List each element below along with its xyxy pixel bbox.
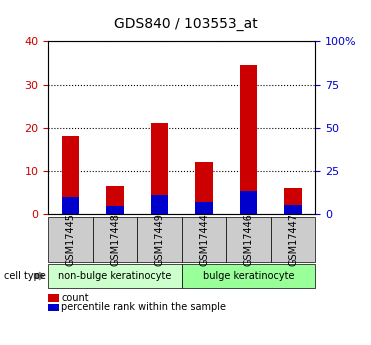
Text: GSM17445: GSM17445 (66, 213, 75, 266)
Bar (284, 188, 302, 214)
Bar (106, 186, 124, 214)
Text: GSM17447: GSM17447 (288, 213, 298, 266)
Bar (284, 205, 302, 214)
Text: GDS840 / 103553_at: GDS840 / 103553_at (114, 17, 257, 31)
Text: cell type: cell type (4, 271, 46, 281)
Text: GSM17448: GSM17448 (110, 213, 120, 266)
Bar (106, 206, 124, 214)
Bar (240, 65, 257, 214)
Bar (240, 190, 257, 214)
Text: non-bulge keratinocyte: non-bulge keratinocyte (58, 271, 172, 281)
Text: GSM17444: GSM17444 (199, 213, 209, 266)
Bar (151, 195, 168, 214)
Text: bulge keratinocyte: bulge keratinocyte (203, 271, 294, 281)
Text: GSM17449: GSM17449 (155, 213, 164, 266)
Bar (62, 136, 79, 214)
Bar (62, 197, 79, 214)
Bar (151, 123, 168, 214)
Text: count: count (61, 293, 89, 303)
Bar (195, 162, 213, 214)
Text: GSM17446: GSM17446 (244, 213, 253, 266)
Text: percentile rank within the sample: percentile rank within the sample (61, 303, 226, 312)
Bar (195, 202, 213, 214)
